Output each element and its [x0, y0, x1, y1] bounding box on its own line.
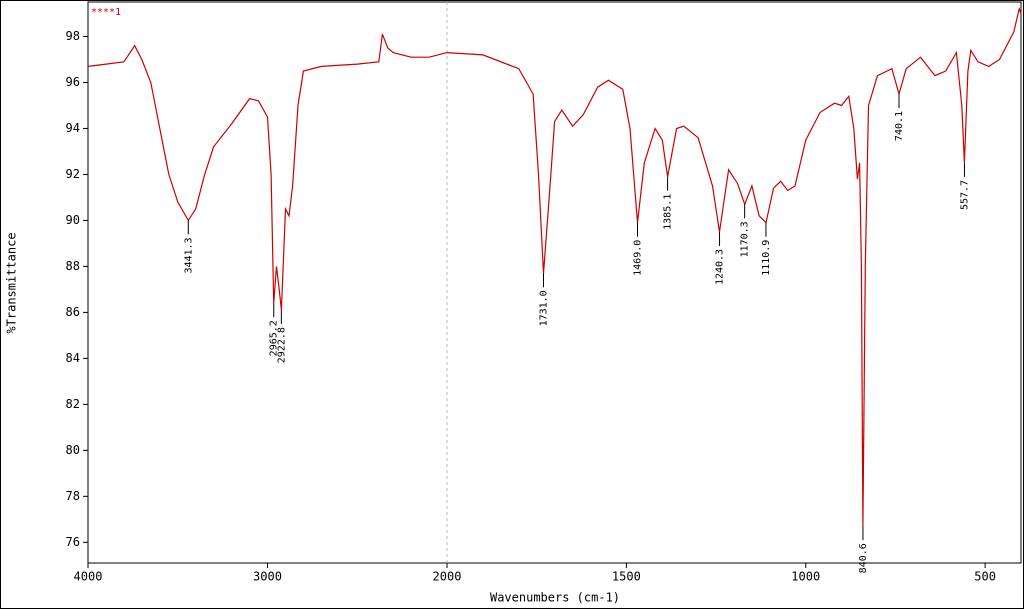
peak-label: 1385.1 — [663, 194, 674, 230]
peak-label: 1469.0 — [632, 240, 643, 276]
y-tick-label: 76 — [66, 535, 80, 549]
plot-area — [87, 1, 1022, 564]
y-tick-label: 92 — [66, 167, 80, 181]
peak-label: 2965.2 — [269, 320, 280, 356]
peak-label: 1731.0 — [539, 290, 550, 326]
x-tick-label: 3000 — [253, 570, 282, 584]
x-axis-label: Wavenumbers (cm-1) — [490, 591, 620, 605]
y-tick-label: 78 — [66, 489, 80, 503]
y-tick-label: 88 — [66, 259, 80, 273]
y-tick-label: 86 — [66, 305, 80, 319]
x-tick-label: 4000 — [74, 570, 103, 584]
y-tick-label: 98 — [66, 29, 80, 43]
peak-label: 840.6 — [858, 543, 869, 573]
y-tick-label: 84 — [66, 351, 80, 365]
x-tick-label: 1500 — [612, 570, 641, 584]
legend-label: ****1 — [91, 7, 121, 18]
peak-label: 740.1 — [894, 111, 905, 141]
peak-label: 3441.3 — [183, 237, 194, 273]
peak-label: 557.7 — [959, 180, 970, 210]
y-tick-label: 82 — [66, 397, 80, 411]
peak-label: 2922.8 — [276, 327, 287, 363]
peak-label: 1170.3 — [740, 221, 751, 257]
x-tick-label: 1000 — [791, 570, 820, 584]
x-tick-label: 2000 — [433, 570, 462, 584]
y-tick-label: 80 — [66, 443, 80, 457]
y-tick-label: 96 — [66, 75, 80, 89]
y-tick-label: 94 — [66, 121, 80, 135]
spectrum-line — [87, 6, 1022, 527]
peak-label: 1240.3 — [715, 249, 726, 285]
y-tick-label: 90 — [66, 213, 80, 227]
x-tick-label: 500 — [974, 570, 996, 584]
peak-label: 1110.9 — [761, 240, 772, 276]
y-axis-label: %Transmittance — [5, 232, 19, 333]
